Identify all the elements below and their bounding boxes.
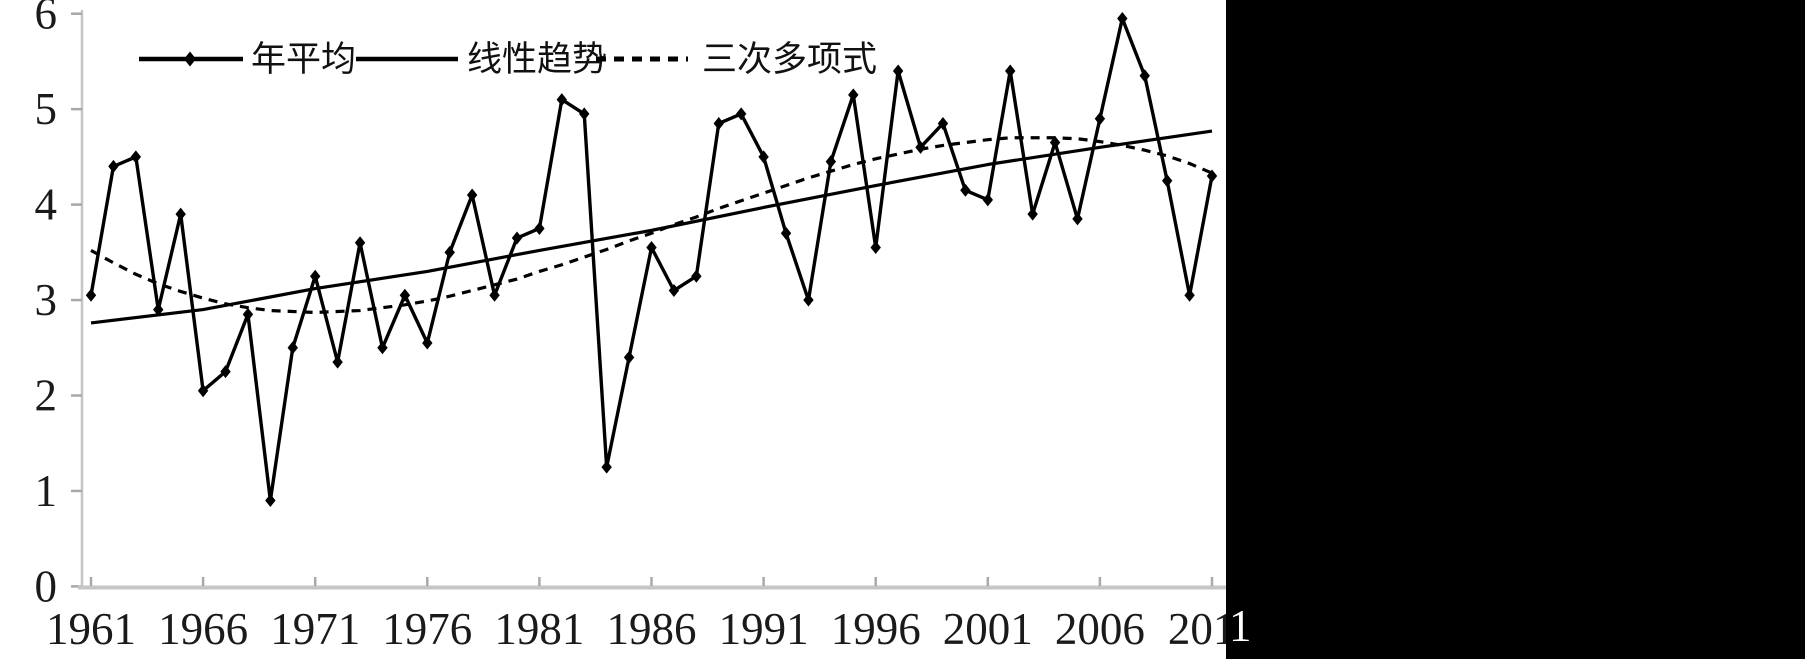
- y-tick-label: 4: [35, 180, 58, 230]
- annual-mean-marker: [803, 293, 814, 307]
- annual-mean-line: [89, 16, 1214, 503]
- annual-mean-marker: [511, 231, 523, 245]
- annual-mean-marker: [668, 284, 680, 298]
- x-tick-label: 1996: [831, 604, 921, 654]
- annual-mean-marker: [242, 307, 254, 321]
- linear-trend-line: [90, 129, 1213, 325]
- annual-mean-marker: [848, 88, 859, 102]
- x-tick-label: 1981: [494, 604, 584, 654]
- annual-mean-marker: [915, 140, 926, 154]
- legend: 年平均 线性趋势 三次多项式: [139, 40, 877, 80]
- annual-mean-marker: [1206, 169, 1218, 183]
- annual-mean-marker: [556, 93, 568, 107]
- annual-mean-marker: [489, 288, 500, 302]
- x-tick-label: 2006: [1055, 604, 1145, 654]
- legend-label-linear-trend: 线性趋势: [467, 40, 607, 80]
- annual-mean-marker: [982, 193, 993, 207]
- annual-mean-marker: [332, 355, 343, 369]
- x-tick-label: 1966: [158, 604, 248, 654]
- annual-mean-marker: [287, 341, 298, 355]
- y-tick-label: 6: [35, 0, 58, 39]
- annual-mean-marker: [377, 341, 388, 355]
- annual-mean-marker: [601, 460, 612, 474]
- x-tick-label: 1971: [270, 604, 360, 654]
- chart-panel: 0 1 2 3 4 5 6 1961 1966 1971 1976 1981 1986 1991 1996 2…: [0, 0, 1226, 659]
- annual-mean-marker: [870, 241, 881, 255]
- annual-mean-marker: [220, 365, 231, 379]
- annual-mean-marker: [960, 183, 971, 197]
- annual-mean-marker: [422, 336, 433, 350]
- annual-mean-marker: [735, 107, 747, 121]
- legend-sample-diamond-marker-icon: [184, 51, 196, 67]
- x-tick-label: 1986: [607, 604, 697, 654]
- annual-mean-marker: [534, 221, 545, 235]
- annual-mean-marker: [175, 207, 186, 221]
- annual-mean-marker: [1005, 64, 1016, 78]
- x-tick-label: 2011: [1168, 604, 1226, 654]
- x-tick-label: 1991: [719, 604, 809, 654]
- annual-mean-marker: [354, 236, 366, 250]
- y-tick-label: 3: [35, 275, 58, 325]
- series-lines: [85, 11, 1218, 507]
- annual-mean-marker: [1184, 288, 1195, 302]
- legend-label-annual-mean: 年平均: [251, 40, 356, 80]
- annual-mean-marker: [108, 159, 119, 173]
- axes: 0 1 2 3 4 5 6 1961 1966 1971 1976 1981 1986 1991 1996 2…: [35, 0, 1226, 654]
- x-tick-label: 2001: [943, 604, 1033, 654]
- cubic-polynomial-line: [90, 136, 1213, 315]
- annual-mean-marker: [758, 150, 769, 164]
- annual-mean-marker: [1117, 11, 1128, 25]
- annual-mean-marker: [646, 241, 657, 255]
- annual-mean-marker: [1139, 69, 1150, 83]
- annual-mean-marker: [1027, 207, 1038, 221]
- annual-mean-marker: [1161, 174, 1173, 188]
- annual-mean-marker: [85, 288, 97, 302]
- annual-mean-marker: [265, 493, 276, 507]
- annual-mean-marker: [466, 188, 478, 202]
- annual-mean-marker: [197, 384, 209, 398]
- annual-mean-marker: [579, 107, 590, 121]
- x-tick-label: 1976: [382, 604, 472, 654]
- y-tick-label: 0: [35, 561, 58, 611]
- annual-mean-marker: [713, 116, 724, 130]
- annual-mean-marker: [399, 288, 411, 302]
- annual-mean-marker: [1049, 136, 1061, 150]
- annual-mean-marker: [153, 303, 164, 317]
- annual-mean-marker: [825, 155, 837, 169]
- annual-mean-marker: [444, 245, 455, 259]
- annual-mean-marker: [937, 116, 949, 130]
- annual-mean-marker: [780, 226, 792, 240]
- y-tick-label: 2: [35, 371, 58, 421]
- annual-mean-marker: [1094, 112, 1106, 126]
- annual-mean-marker: [130, 150, 142, 164]
- annual-mean-marker: [691, 269, 702, 283]
- clipped-x-tick-label-fragment: 1: [1229, 601, 1252, 651]
- annual-mean-marker: [892, 64, 904, 78]
- x-tick-label: 1961: [46, 604, 136, 654]
- annual-mean-marker: [623, 350, 635, 364]
- y-tick-label: 5: [35, 84, 58, 134]
- annual-mean-marker: [310, 269, 321, 283]
- legend-label-cubic-polynomial: 三次多项式: [702, 40, 877, 80]
- annual-mean-marker: [1072, 212, 1083, 226]
- y-tick-label: 1: [35, 466, 58, 516]
- chart-canvas: 0 1 2 3 4 5 6 1961 1966 1971 1976 1981 1986 1991 1996 2…: [35, 0, 1226, 654]
